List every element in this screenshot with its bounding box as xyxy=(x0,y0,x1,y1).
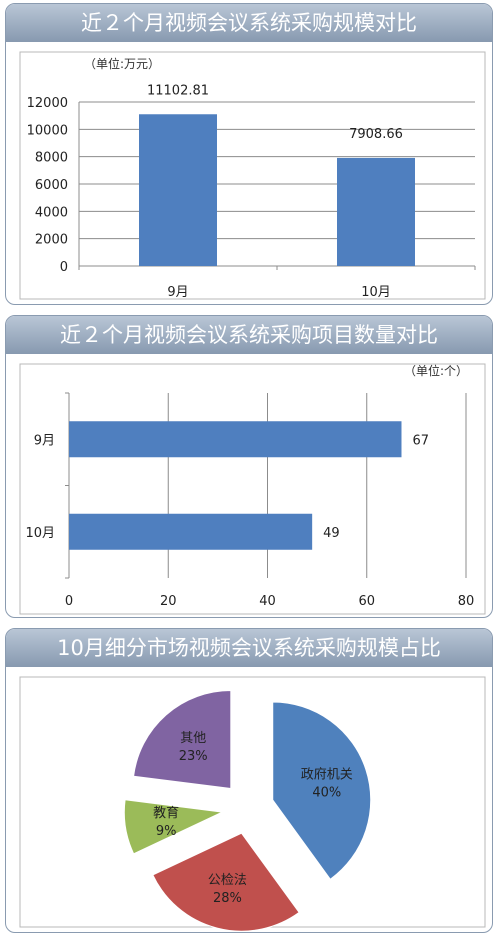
chart1-title: 近２个月视频会议系统采购规模对比 xyxy=(6,4,492,42)
chart2-x-tick-label: 20 xyxy=(160,594,177,609)
chart2-bar xyxy=(69,513,313,550)
panel-purchase-scale: 近２个月视频会议系统采购规模对比 （单位:万元） 0 2000 4000 6000 800… xyxy=(5,3,493,305)
chart3-slice-name: 其他 xyxy=(180,731,206,746)
chart2-x-tick-label: 60 xyxy=(358,594,375,609)
chart2-data-label: 49 xyxy=(323,526,340,541)
chart2-x-tick-label: 80 xyxy=(458,594,475,609)
chart3-slice xyxy=(123,799,225,855)
chart1-data-label: 11102.81 xyxy=(147,83,209,98)
panel-market-share: 10月细分市场视频会议系统采购规模占比 政府机关 40% 公检法 28% 教育 9% 其他 2… xyxy=(5,628,493,933)
chart1-plot-frame xyxy=(19,51,486,300)
chart1-svg: （单位:万元） 0 2000 4000 6000 8000 10000 12000 11102.… xyxy=(19,51,486,300)
chart1-bar xyxy=(139,114,217,266)
chart2-plot-frame xyxy=(19,363,486,615)
chart1-y-tick-label: 2000 xyxy=(35,233,68,248)
chart3-slice-percent: 40% xyxy=(312,785,341,800)
chart1-y-tick-label: 12000 xyxy=(27,96,68,111)
chart2-data-label: 67 xyxy=(412,433,429,448)
panel-project-count: 近２个月视频会议系统采购项目数量对比 （单位:个） 0 20 40 60 80 67 9月 49… xyxy=(5,315,493,618)
chart1-unit-label: （单位:万元） xyxy=(84,56,160,71)
chart2-x-tick-label: 0 xyxy=(65,594,73,609)
chart1-y-tick-label: 8000 xyxy=(35,151,68,166)
chart2-bar xyxy=(69,421,402,458)
chart3-slice-name: 公检法 xyxy=(208,873,247,888)
chart3-slice xyxy=(133,689,232,790)
chart2-y-tick-label: 9月 xyxy=(34,433,55,448)
chart3-slice-name: 政府机关 xyxy=(301,767,353,782)
chart3-slice-percent: 9% xyxy=(156,824,177,839)
chart1-y-tick-label: 6000 xyxy=(35,178,68,193)
chart1-data-label: 7908.66 xyxy=(349,127,403,142)
chart1-x-tick-label: 10月 xyxy=(361,285,391,300)
chart3-slice xyxy=(152,832,300,932)
chart1-y-tick-label: 10000 xyxy=(27,123,68,138)
chart2-y-tick-label: 10月 xyxy=(25,526,55,541)
chart1-bar xyxy=(337,157,415,266)
chart2-svg: （单位:个） 0 20 40 60 80 67 9月 49 10月 xyxy=(19,363,486,615)
chart1-y-tick-label: 0 xyxy=(60,260,68,275)
chart3-title: 10月细分市场视频会议系统采购规模占比 xyxy=(6,629,492,667)
chart3-slice-percent: 28% xyxy=(213,891,242,906)
chart2-title: 近２个月视频会议系统采购项目数量对比 xyxy=(6,316,492,354)
chart3-slice xyxy=(272,701,372,880)
chart3-slice-percent: 23% xyxy=(179,749,208,764)
chart2-x-tick-label: 40 xyxy=(259,594,276,609)
chart1-y-tick-label: 4000 xyxy=(35,205,68,220)
chart3-slice-name: 教育 xyxy=(153,805,179,821)
chart3-svg: 政府机关 40% 公检法 28% 教育 9% 其他 23% xyxy=(19,676,486,932)
chart1-x-tick-label: 9月 xyxy=(167,285,188,300)
chart2-unit-label: （单位:个） xyxy=(404,363,468,378)
